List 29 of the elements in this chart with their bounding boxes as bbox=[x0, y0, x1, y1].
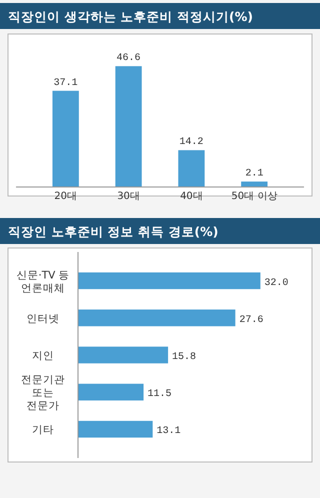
x-tick-label: 50대 이상 bbox=[231, 191, 278, 202]
chart-title: 직장인이 생각하는 노후준비 적정시기(%) bbox=[8, 9, 254, 24]
bar bbox=[241, 182, 268, 187]
data-label: 32.0 bbox=[264, 278, 288, 289]
bar bbox=[178, 150, 205, 187]
data-label: 27.6 bbox=[239, 314, 264, 326]
bar bbox=[115, 66, 142, 187]
y-tick-label: 신문·TV 등 언론매체 bbox=[16, 269, 70, 294]
bar bbox=[78, 384, 144, 400]
y-tick-label: 전문기관 또는 전문가 bbox=[21, 374, 65, 412]
y-tick-label: 지인 bbox=[32, 350, 54, 362]
bar bbox=[78, 346, 168, 364]
x-tick-label: 20대 bbox=[54, 191, 78, 202]
data-label: 37.1 bbox=[54, 78, 78, 89]
bar bbox=[78, 420, 153, 438]
data-label: 2.1 bbox=[245, 168, 264, 180]
data-label: 46.6 bbox=[116, 53, 141, 64]
data-label: 15.8 bbox=[172, 352, 196, 363]
bar bbox=[78, 272, 260, 290]
data-label: 11.5 bbox=[148, 389, 172, 400]
x-tick-label: 30대 bbox=[117, 191, 140, 202]
data-label: 13.1 bbox=[156, 426, 181, 438]
x-tick-label: 40대 bbox=[180, 191, 203, 202]
bar bbox=[52, 90, 79, 187]
data-label: 14.2 bbox=[179, 137, 204, 148]
y-tick-label: 기타 bbox=[32, 424, 54, 436]
bar bbox=[78, 310, 236, 326]
y-tick-label: 인터넷 bbox=[26, 312, 60, 325]
chart-title: 직장인 노후준비 정보 취득 경로(%) bbox=[8, 224, 218, 239]
